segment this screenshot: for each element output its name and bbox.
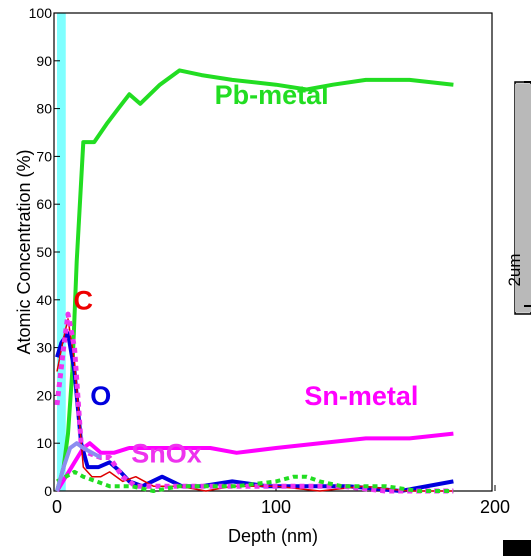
inset-image-texture <box>515 84 531 312</box>
y-tick-label: 20 <box>36 387 52 403</box>
y-tick-label: 60 <box>36 196 52 212</box>
annotation-snox: SnOx <box>131 438 202 468</box>
x-tick-label: 100 <box>261 497 291 517</box>
x-tick-label: 200 <box>480 497 510 517</box>
y-tick-label: 70 <box>36 148 52 164</box>
series-line-unlabeled-5 <box>56 469 454 493</box>
series-line-o <box>55 331 454 493</box>
annotation-pb-metal: Pb-metal <box>215 80 329 110</box>
y-tick-label: 80 <box>36 101 52 117</box>
y-axis: 0 10 20 30 40 50 60 70 80 90 100 <box>29 5 60 499</box>
y-tick-label: 90 <box>36 53 52 69</box>
series-layer <box>54 68 454 494</box>
x-tick-label: 0 <box>52 497 62 517</box>
annotation-c: C <box>74 285 94 315</box>
highlight-band <box>57 13 66 491</box>
y-tick-label: 30 <box>36 340 52 356</box>
x-axis: 0 100 200 <box>52 485 510 517</box>
annotation-sn-metal: Sn-metal <box>304 381 418 411</box>
inset-scalebar <box>503 540 531 556</box>
series-line-sn-metal <box>55 431 454 493</box>
annotation-o: O <box>90 381 111 411</box>
x-axis-label: Depth (nm) <box>228 526 318 546</box>
inset-micrograph: 2um <box>503 81 531 556</box>
y-axis-label: Atomic Concentration (%) <box>14 149 34 354</box>
y-tick-label: 40 <box>36 292 52 308</box>
y-tick-label: 10 <box>36 435 52 451</box>
y-tick-label: 100 <box>29 5 53 21</box>
annotation-layer: Pb-metal C O Sn-metal SnOx <box>74 80 419 469</box>
inset-scale-label: 2um <box>505 253 524 286</box>
y-tick-label: 50 <box>36 244 52 260</box>
series-line-snox <box>54 311 454 494</box>
y-tick-label: 0 <box>44 483 52 499</box>
series-line-pb-metal <box>55 68 454 492</box>
series-line-unlabeled-6 <box>55 441 102 492</box>
